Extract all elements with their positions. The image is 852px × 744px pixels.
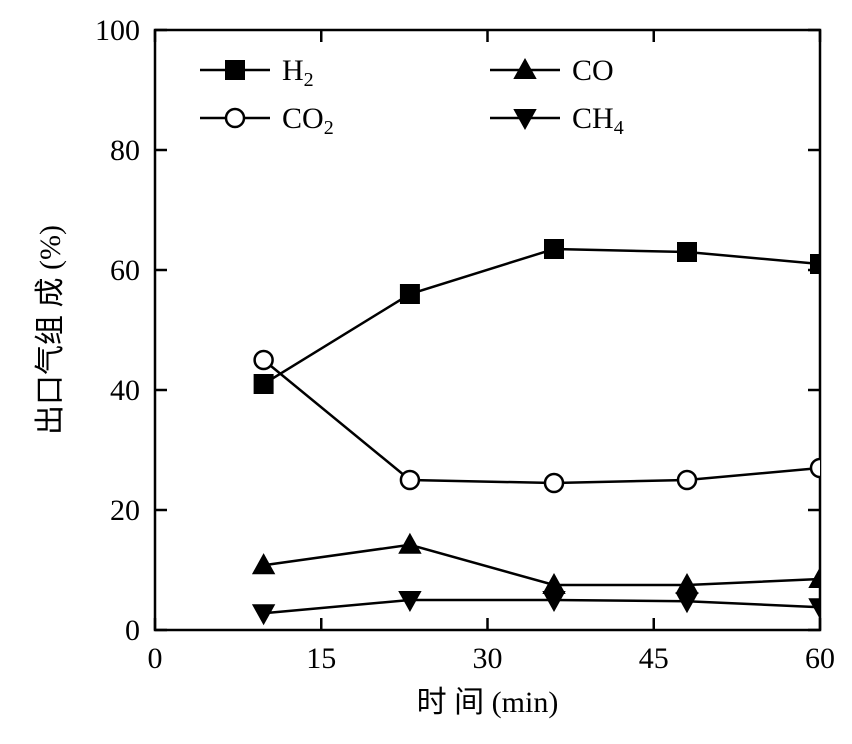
plot-frame (155, 30, 820, 630)
marker-square (811, 255, 829, 273)
x-tick-label: 15 (306, 642, 336, 675)
marker-square (255, 375, 273, 393)
y-tick-label: 100 (95, 14, 140, 47)
marker-square (545, 240, 563, 258)
x-tick-label: 0 (148, 642, 163, 675)
x-tick-label: 30 (473, 642, 503, 675)
chart-container: 0 15 30 45 60 0 20 40 60 80 100 时 间 (min) 出口气组 成 (%)… (0, 0, 852, 744)
y-tick-label: 40 (110, 374, 140, 407)
marker-circle (401, 471, 419, 489)
marker-square (678, 243, 696, 261)
chart-svg: 0 15 30 45 60 0 20 40 60 80 100 时 间 (min) 出口气组 成 (%)… (0, 0, 852, 744)
marker-circle (255, 351, 273, 369)
marker-circle (811, 459, 829, 477)
x-tick-label: 60 (805, 642, 835, 675)
marker-square (226, 61, 244, 79)
x-axis-label: 时 间 (min) (417, 686, 559, 719)
marker-circle (678, 471, 696, 489)
x-tick-label: 45 (639, 642, 669, 675)
y-tick-label: 60 (110, 254, 140, 287)
marker-circle (545, 474, 563, 492)
marker-circle (226, 109, 244, 127)
y-axis-label: 出口气组 成 (%) (34, 225, 67, 435)
marker-square (401, 285, 419, 303)
y-tick-label: 80 (110, 134, 140, 167)
y-tick-label: 20 (110, 494, 140, 527)
legend-label-CO: CO (572, 54, 614, 87)
y-tick-label: 0 (125, 614, 140, 647)
